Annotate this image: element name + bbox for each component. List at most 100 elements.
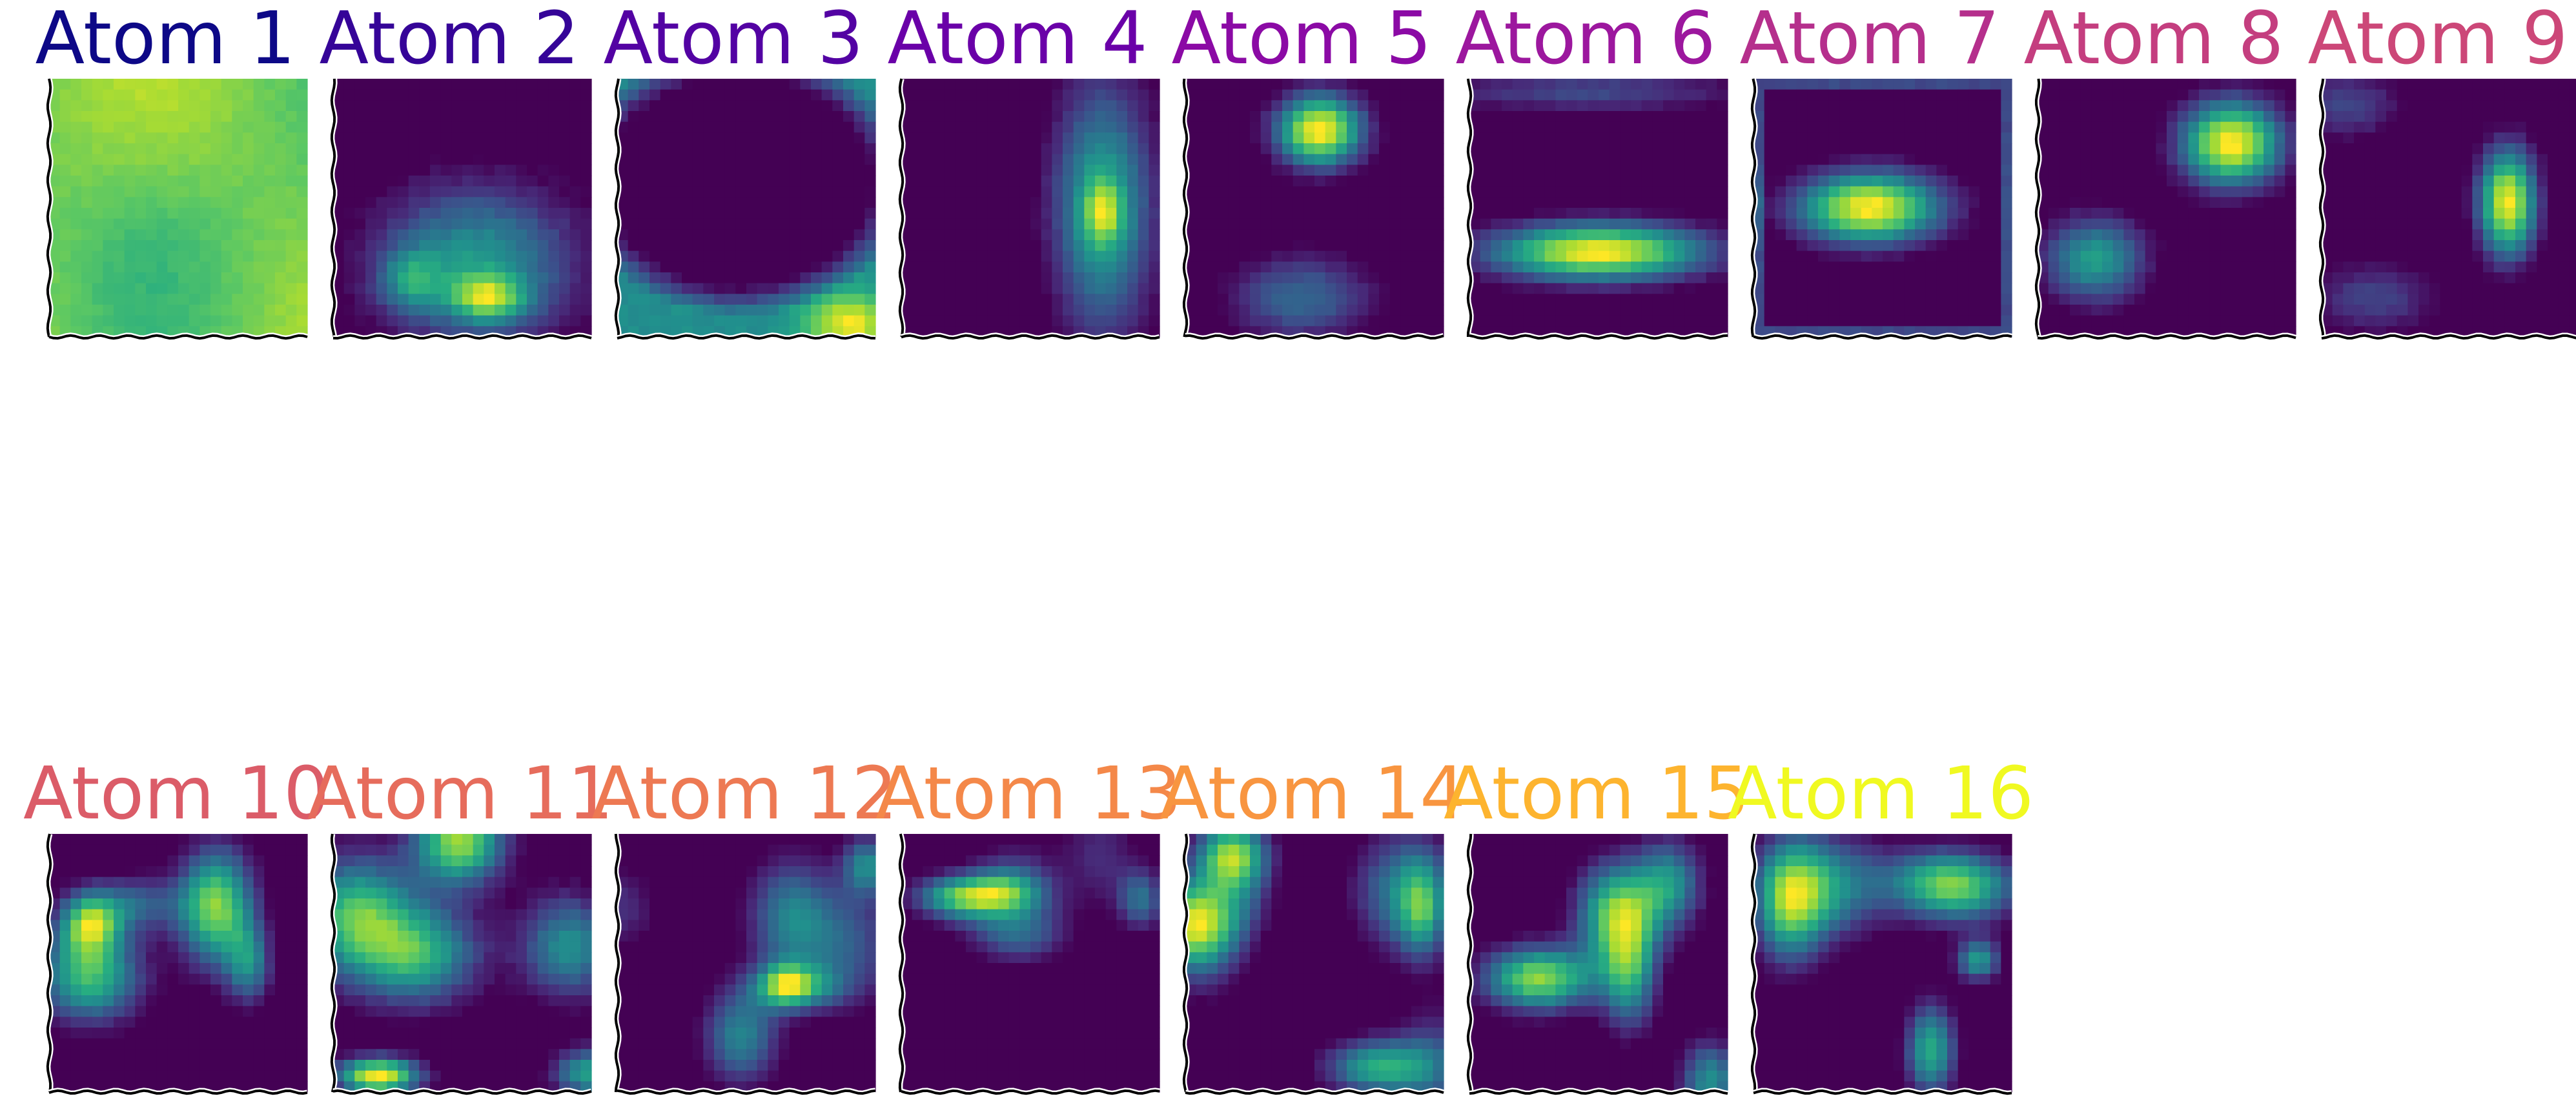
heatmap-cell — [746, 79, 758, 90]
heatmap-cell — [1502, 240, 1513, 252]
heatmap-cell — [2548, 89, 2559, 101]
heatmap-cell — [1411, 218, 1423, 230]
heatmap-cell — [2038, 315, 2049, 327]
heatmap-cell — [264, 283, 276, 294]
heatmap-cell — [232, 154, 243, 165]
heatmap-cell — [2048, 240, 2060, 252]
heatmap-cell — [398, 154, 409, 165]
heatmap-cell — [1239, 261, 1251, 273]
heatmap-cell — [1469, 143, 1481, 155]
heatmap-cell — [1839, 250, 1851, 262]
heatmap-cell — [1807, 294, 1819, 305]
heatmap-cell — [1149, 143, 1160, 155]
heatmap-cell — [2059, 305, 2070, 316]
heatmap-cell — [1861, 305, 1872, 316]
heatmap-cell — [408, 272, 420, 284]
heatmap-cell — [1786, 326, 1797, 338]
heatmap-cell — [998, 229, 1010, 241]
heatmap-cell — [2515, 197, 2527, 208]
heatmap-cell — [1502, 250, 1513, 262]
heatmap-cell — [210, 100, 222, 112]
heatmap-cell — [1218, 218, 1229, 230]
heatmap-cell — [987, 229, 999, 241]
heatmap-cell — [1138, 100, 1149, 112]
heatmap-cell — [2515, 143, 2527, 155]
heatmap-cell — [800, 89, 812, 101]
heatmap-cell — [1325, 165, 1336, 176]
heatmap-cell — [843, 132, 855, 144]
heatmap-cell — [811, 315, 823, 327]
heatmap-cell — [1282, 305, 1294, 316]
heatmap-cell — [832, 240, 844, 252]
heatmap-cell — [253, 305, 265, 316]
heatmap-cell — [2264, 218, 2275, 230]
heatmap-cell — [1379, 154, 1391, 165]
heatmap-cell — [440, 272, 452, 284]
heatmap-cell — [1250, 250, 1262, 262]
heatmap-cell — [1293, 208, 1304, 219]
heatmap-cell — [1008, 305, 1020, 316]
heatmap-cell — [2209, 294, 2221, 305]
heatmap-cell — [1073, 132, 1085, 144]
heatmap-cell — [569, 294, 581, 305]
heatmap-cell — [811, 111, 823, 123]
heatmap-cell — [189, 218, 200, 230]
heatmap-cell — [296, 240, 308, 252]
heatmap-cell — [998, 283, 1010, 294]
heatmap-cell — [398, 261, 409, 273]
heatmap-cell — [1872, 208, 1883, 219]
heatmap-cell — [430, 132, 442, 144]
heatmap-cell — [1695, 89, 1707, 101]
heatmap-cell — [649, 229, 661, 241]
heatmap-cell — [1673, 100, 1685, 112]
heatmap-cell — [1063, 240, 1074, 252]
heatmap-cell — [189, 143, 200, 155]
heatmap-cell — [854, 89, 865, 101]
heatmap-cell — [1706, 283, 1717, 294]
heatmap-cell — [1936, 315, 1948, 327]
heatmap-cell — [1990, 272, 2001, 284]
heatmap-cell — [81, 305, 93, 316]
heatmap-cell — [70, 272, 82, 284]
heatmap-cell — [1807, 143, 1819, 155]
heatmap-cell — [210, 121, 222, 133]
heatmap-cell — [189, 240, 200, 252]
heatmap-cell — [843, 79, 855, 90]
heatmap-cell — [243, 261, 254, 273]
heatmap-cell — [1588, 111, 1599, 123]
heatmap-cell — [49, 143, 61, 155]
heatmap-cell — [1433, 176, 1444, 187]
heatmap-cell — [451, 154, 463, 165]
heatmap-cell — [2177, 272, 2189, 284]
heatmap-cell — [135, 186, 147, 198]
heatmap-cell — [2134, 272, 2146, 284]
heatmap-cell — [724, 229, 736, 241]
heatmap-cell — [923, 208, 934, 219]
heatmap-cell — [1400, 283, 1412, 294]
heatmap-cell — [199, 132, 211, 144]
heatmap-cell — [934, 89, 945, 101]
heatmap-cell — [178, 250, 190, 262]
heatmap-cell — [789, 197, 801, 208]
heatmap-cell — [671, 272, 682, 284]
heatmap-cell — [221, 208, 232, 219]
heatmap-cell — [735, 261, 747, 273]
heatmap-cell — [649, 111, 661, 123]
heatmap-cell — [1218, 315, 1229, 327]
heatmap-cell — [1641, 250, 1653, 262]
heatmap-cell — [1775, 111, 1786, 123]
heatmap-cell — [955, 197, 966, 208]
heatmap-cell — [124, 89, 136, 101]
heatmap-cell — [1127, 143, 1139, 155]
heatmap-cell — [548, 208, 560, 219]
heatmap-cell — [408, 261, 420, 273]
heatmap-cell — [671, 240, 682, 252]
heatmap-cell — [944, 240, 956, 252]
heatmap-cell — [2134, 283, 2146, 294]
heatmap-cell — [1936, 100, 1948, 112]
heatmap-cell — [1786, 315, 1797, 327]
heatmap-cell — [746, 250, 758, 262]
heatmap-cell — [1706, 326, 1717, 338]
heatmap-cell — [296, 89, 308, 101]
heatmap-cell — [976, 132, 988, 144]
